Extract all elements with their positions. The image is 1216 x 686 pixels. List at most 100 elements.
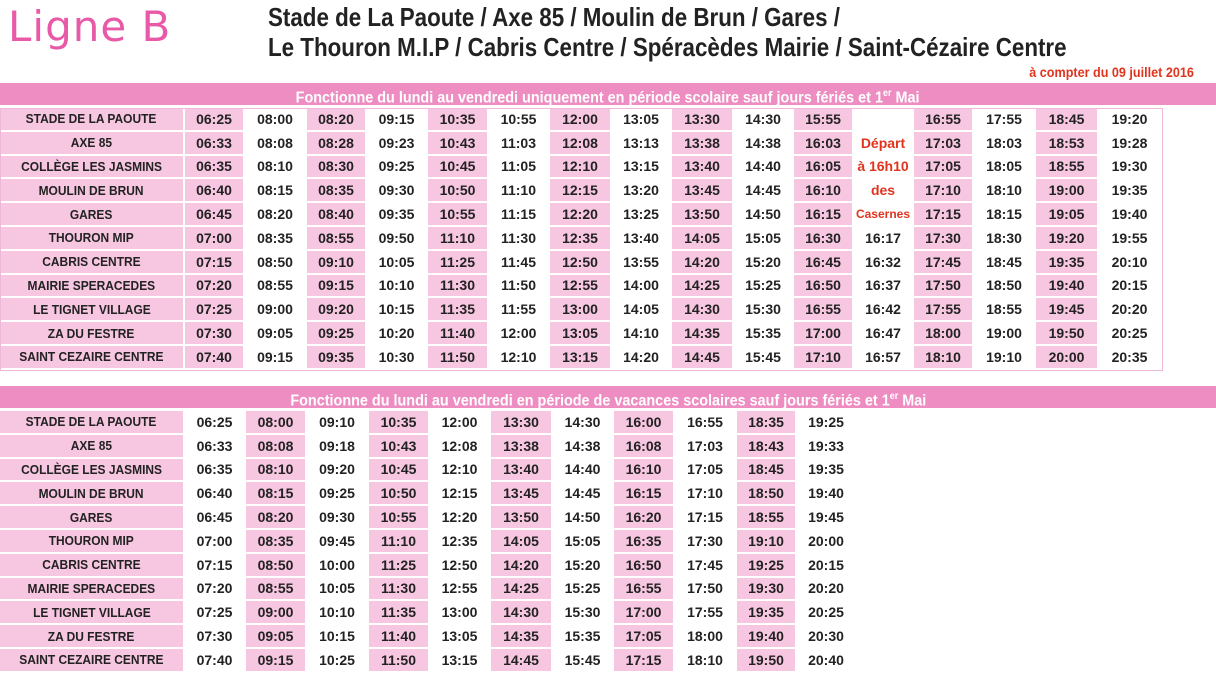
table-row: MOULIN DE BRUN 06:40 08:15 08:35 09:30 10:50 1…	[0, 178, 1162, 204]
departure-note: Casernes	[853, 202, 914, 227]
departure-time: 11:15	[488, 202, 550, 227]
departure-time: 09:10	[306, 411, 369, 435]
departure-time: 10:43	[427, 130, 489, 156]
departure-time: 17:00	[613, 600, 675, 626]
departure-time: 15:30	[552, 600, 614, 626]
departure-time: 16:05	[793, 154, 854, 180]
departure-time: 18:10	[973, 178, 1036, 204]
departure-time: 14:30	[490, 600, 553, 626]
departure-time: 10:05	[306, 576, 369, 602]
departure-time: 17:45	[674, 552, 737, 578]
departure-time: 11:45	[488, 249, 550, 275]
holiday-timetable: STADE DE LA PAOUTE 06:25 08:00 09:10 10:35 12…	[0, 411, 857, 673]
departure-time: 13:05	[611, 108, 672, 132]
departure-time: 10:05	[366, 249, 428, 275]
departure-time: 09:35	[306, 344, 367, 370]
departure-time: 17:05	[674, 457, 737, 483]
departure-time: 14:05	[611, 297, 672, 323]
departure-time: 17:15	[674, 505, 737, 530]
stop-name: LE TIGNET VILLAGE	[0, 297, 185, 323]
school-period-title-sup: er	[883, 88, 892, 99]
table-row: CABRIS CENTRE 07:15 08:50 10:00 11:25 12:50 14…	[0, 552, 857, 578]
departure-time: 11:50	[427, 344, 489, 370]
departure-time: 17:30	[674, 528, 737, 554]
departure-time: 18:05	[973, 154, 1036, 180]
departure-time: 20:15	[1098, 273, 1162, 299]
departure-time: 19:40	[1098, 202, 1162, 227]
departure-time: 10:55	[368, 505, 430, 530]
departure-time: 18:43	[736, 433, 797, 459]
departure-time: 10:15	[306, 624, 369, 649]
stop-name: MOULIN DE BRUN	[0, 481, 185, 507]
table-row: GARES 06:45 08:20 09:30 10:55 12:20 13:50 14:50…	[0, 505, 857, 530]
departure-time: 08:35	[245, 528, 307, 554]
departure-time: 19:00	[973, 321, 1036, 346]
departure-time: 09:15	[366, 108, 428, 132]
departure-time: 07:20	[184, 576, 246, 602]
departure-time: 20:00	[796, 528, 857, 554]
departure-time: 07:25	[184, 600, 246, 626]
departure-time: 14:30	[733, 108, 794, 132]
departure-time: 11:05	[488, 154, 550, 180]
departure-time: 14:25	[671, 273, 734, 299]
holiday-period-header: Fonctionne du lundi au vendredi en pério…	[0, 386, 1216, 408]
departure-time: 17:15	[913, 202, 974, 227]
departure-time: 13:13	[611, 130, 672, 156]
departure-time: 12:00	[429, 411, 491, 435]
stop-name: GARES	[0, 505, 185, 530]
departure-time: 16:47	[853, 321, 914, 346]
departure-time: 17:10	[913, 178, 974, 204]
departure-time: 12:50	[549, 249, 612, 275]
departure-time: 12:15	[429, 481, 491, 507]
departure-time: 17:03	[674, 433, 737, 459]
departure-time: 14:10	[611, 321, 672, 346]
table-row: MAIRIE SPERACEDES 07:20 08:55 10:05 11:30 12:…	[0, 576, 857, 602]
departure-time: 15:45	[552, 647, 614, 673]
departure-time: 08:00	[244, 108, 307, 132]
departure-time: 19:45	[796, 505, 857, 530]
departure-time: 20:20	[1098, 297, 1162, 323]
stop-name-label: AXE 85	[70, 135, 113, 151]
departure-time: 11:35	[368, 600, 430, 626]
stop-name-label: AXE 85	[70, 438, 113, 454]
stop-name: MOULIN DE BRUN	[0, 178, 185, 204]
departure-time: 07:25	[184, 297, 245, 323]
stop-name-label: THOURON MIP	[48, 230, 135, 246]
stop-name-label: GARES	[70, 509, 113, 525]
departure-time: 13:15	[549, 344, 612, 370]
departure-time: 19:30	[1098, 154, 1162, 180]
departure-time: 17:00	[793, 321, 854, 346]
departure-time: 16:50	[613, 552, 675, 578]
departure-time: 08:40	[306, 202, 367, 227]
departure-time: 06:45	[184, 202, 245, 227]
stop-name: SAINT CEZAIRE CENTRE	[0, 647, 185, 673]
departure-time: 10:00	[306, 552, 369, 578]
departure-time: 17:55	[674, 600, 737, 626]
stop-name: SAINT CEZAIRE CENTRE	[0, 344, 185, 370]
line-logo: Ligne B	[8, 2, 172, 51]
departure-time: 07:15	[184, 249, 245, 275]
departure-time: 14:45	[671, 344, 734, 370]
departure-time: 13:25	[611, 202, 672, 227]
departure-time: 09:10	[306, 249, 367, 275]
stop-name-label: MOULIN DE BRUN	[39, 182, 144, 198]
departure-time: 13:50	[490, 505, 553, 530]
departure-time: 07:40	[184, 344, 245, 370]
stop-name: ZA DU FESTRE	[0, 624, 185, 649]
departure-time: 11:50	[488, 273, 550, 299]
departure-time: 06:45	[184, 505, 246, 530]
stop-name-label: STADE DE LA PAOUTE	[26, 111, 157, 127]
departure-time: 19:20	[1035, 225, 1099, 251]
departure-time: 13:00	[429, 600, 491, 626]
departure-time: 17:50	[674, 576, 737, 602]
departure-time: 08:00	[245, 411, 307, 435]
departure-time: 11:10	[368, 528, 430, 554]
departure-time: 18:00	[674, 624, 737, 649]
departure-time: 19:50	[1035, 321, 1099, 346]
departure-time: 13:38	[490, 433, 553, 459]
departure-time: 06:40	[184, 178, 245, 204]
stop-name: CABRIS CENTRE	[0, 249, 185, 275]
departure-time: 16:15	[613, 481, 675, 507]
departure-time: 19:35	[1098, 178, 1162, 204]
departure-time: 17:15	[613, 647, 675, 673]
